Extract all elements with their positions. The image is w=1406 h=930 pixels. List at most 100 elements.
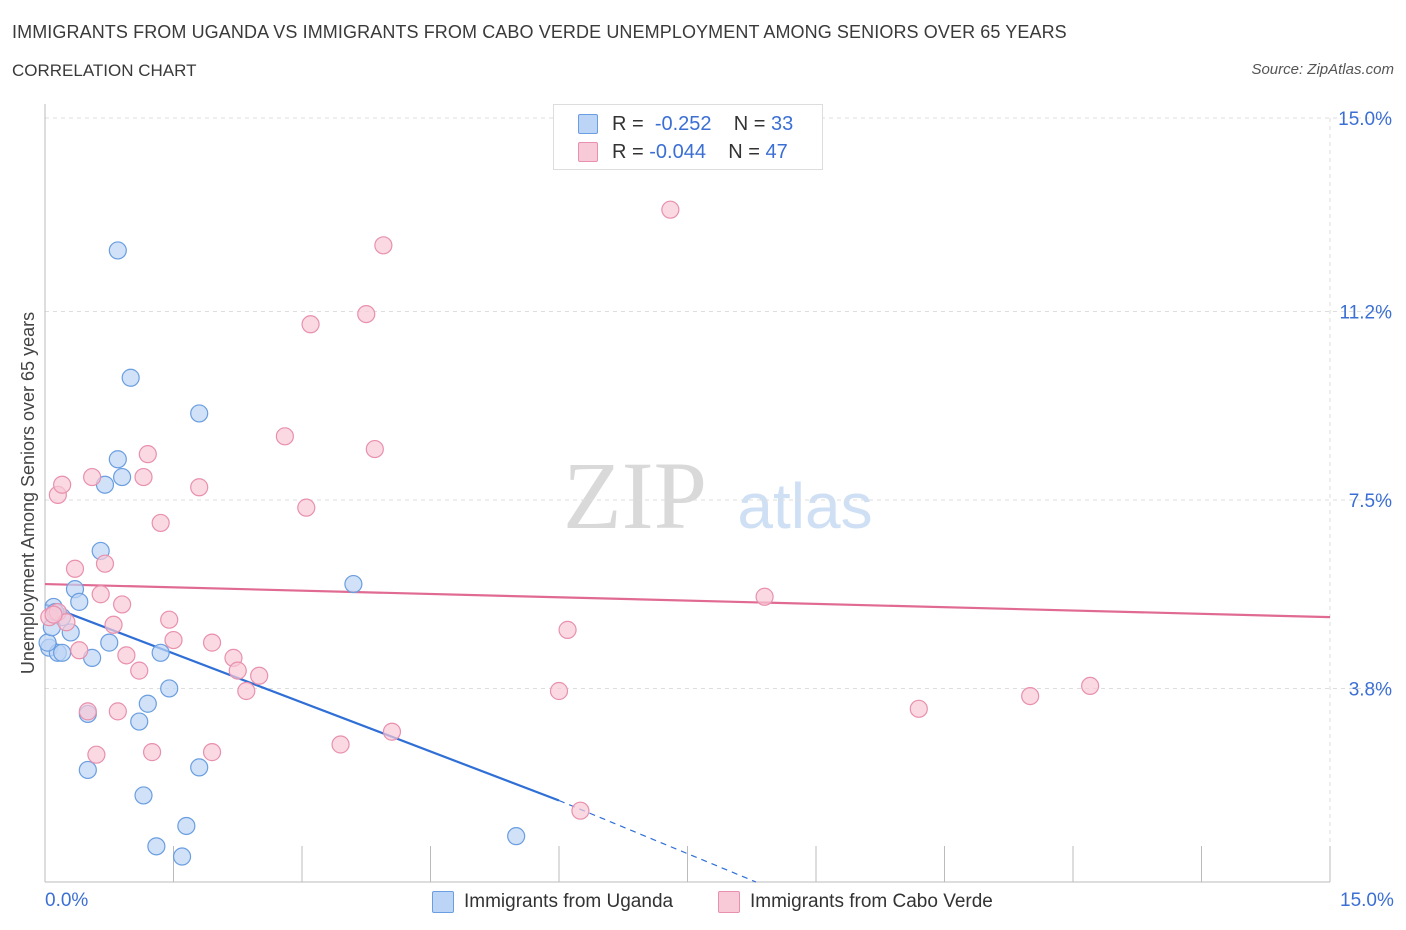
legend-row-uganda: R = -0.252 N = 33 [578,111,793,137]
point-uganda [344,574,363,594]
legend-r-label: R = [612,140,644,163]
point-cabo [755,587,774,606]
point-cabo [87,745,106,764]
trend-line-uganda [44,603,560,802]
point-uganda [38,633,57,652]
point-cabo [365,439,384,459]
legend-swatch-uganda [578,114,598,134]
point-cabo [301,315,320,334]
point-cabo [202,743,222,762]
y-tick-label: 7.5% [1349,491,1392,512]
data-points [38,200,1100,866]
point-uganda [134,786,153,805]
legend-r-label: R = [612,112,644,135]
point-uganda [190,758,209,777]
point-cabo [65,559,85,578]
point-cabo [237,681,256,701]
y-tick-label: 11.2% [1340,303,1393,324]
point-uganda [100,633,119,652]
point-cabo [104,615,123,634]
watermark-atlas: atlas [737,470,872,542]
legend-r-value-uganda: -0.252 [654,112,712,135]
point-cabo [134,467,153,487]
x-tick-label-min: 0.0% [45,890,89,911]
point-cabo [228,661,247,680]
point-cabo [83,467,102,487]
bottom-legend-cabo: Immigrants from Cabo Verde [718,888,993,916]
point-uganda [507,827,526,846]
point-cabo [297,498,316,517]
bottom-legend-swatch-cabo [718,891,740,913]
point-cabo [275,427,294,446]
point-uganda [53,643,72,662]
point-uganda [112,467,132,487]
point-uganda [190,404,209,423]
chart-title: IMMIGRANTS FROM UGANDA VS IMMIGRANTS FRO… [12,22,1067,42]
point-cabo [160,610,179,629]
source-label: Source: ZipAtlas.com [1251,61,1394,78]
point-cabo [202,633,222,652]
y-tick-label: 15.0% [1338,109,1392,130]
legend-swatch-cabo [578,142,598,162]
point-uganda [78,760,97,780]
point-cabo [78,702,97,721]
trend-line-cabo [44,582,1331,619]
point-uganda [108,450,127,469]
point-cabo [44,605,63,624]
point-cabo [164,630,183,650]
point-cabo [95,554,115,573]
point-cabo [374,236,393,255]
legend-row-cabo: R = -0.044 N = 47 [578,139,788,165]
point-cabo [1021,686,1040,706]
point-uganda [151,643,170,662]
bottom-legend-label-uganda: Immigrants from Uganda [464,891,674,912]
point-cabo [53,475,72,494]
point-uganda [160,679,179,698]
point-cabo [70,641,89,660]
y-axis-label: Unemployment Among Seniors over 65 years [18,312,38,674]
trend-line-extension-uganda [558,799,757,883]
point-uganda [108,241,127,260]
point-uganda [130,712,149,731]
point-cabo [909,699,928,718]
trend-lines [44,582,1331,883]
gridlines [45,117,1390,882]
point-cabo [661,200,680,219]
legend-n-label: N = [728,140,760,163]
y-tick-label: 3.8% [1349,679,1392,700]
point-uganda [138,694,157,713]
axes [44,104,1331,883]
legend-n-label: N = [733,112,766,135]
point-uganda [147,837,166,856]
bottom-legend-uganda: Immigrants from Uganda [432,888,673,916]
point-cabo [117,646,136,665]
point-cabo [357,304,376,324]
legend-r-value-cabo: -0.044 [649,140,706,163]
chart-subtitle: CORRELATION CHART [12,61,197,80]
point-cabo [558,620,577,639]
point-cabo [142,743,162,762]
point-cabo [250,666,269,685]
bottom-legend-swatch-uganda [432,891,454,913]
point-cabo [91,585,110,604]
x-tick-label-max: 15.0% [1340,890,1394,911]
point-cabo [108,702,127,721]
point-cabo [1081,676,1100,696]
point-cabo [130,661,149,680]
point-cabo [331,735,350,754]
bottom-legend-label-cabo: Immigrants from Cabo Verde [750,891,993,912]
point-uganda [177,816,196,836]
legend-n-value-uganda: 33 [771,112,794,135]
point-uganda [121,368,140,387]
legend-n-value-cabo: 47 [765,140,788,163]
point-cabo [190,478,209,497]
point-uganda [70,592,89,611]
watermark-zip: ZIP [563,442,707,549]
point-uganda [172,847,192,866]
point-cabo [138,445,157,464]
correlation-legend: R = -0.252 N = 33 R = -0.044 N = 47 [553,104,823,170]
point-cabo [112,595,132,614]
point-cabo [571,801,590,820]
tick-labels: 3.8% 7.5% 11.2% 15.0% [1338,109,1392,700]
